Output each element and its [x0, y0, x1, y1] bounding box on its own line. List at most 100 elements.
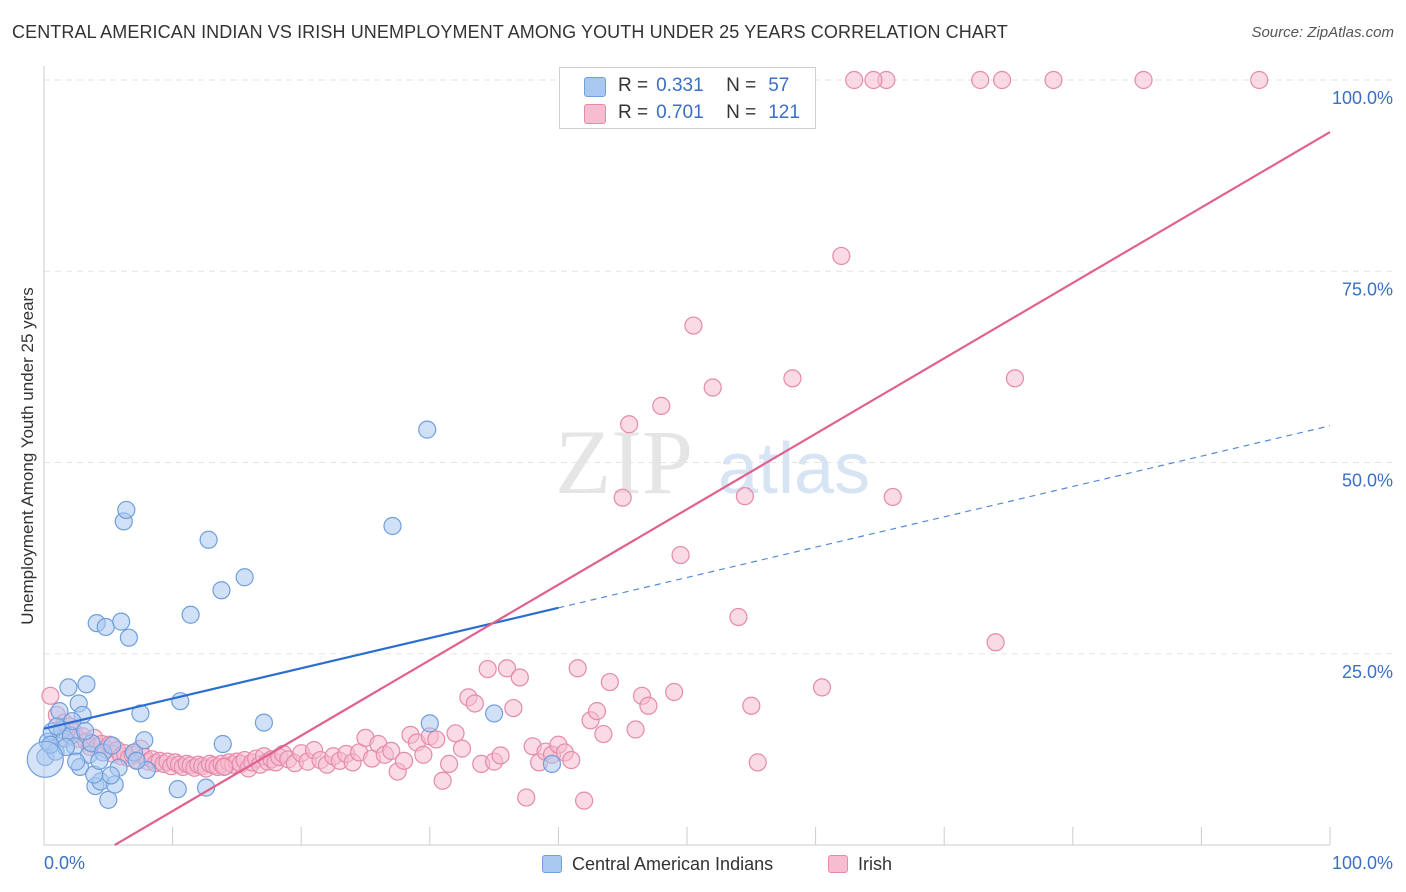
irish-point — [684, 316, 703, 335]
irish-point — [1250, 70, 1269, 90]
central-american-indian-point — [112, 612, 131, 631]
irish-point — [497, 659, 517, 678]
irish-point — [613, 488, 632, 507]
irish-point — [587, 702, 607, 721]
chart-title: CENTRAL AMERICAN INDIAN VS IRISH UNEMPLO… — [12, 22, 1008, 42]
legend-swatch-blue — [584, 77, 606, 97]
irish-point — [517, 788, 536, 807]
y-tick-label: 75.0% — [1342, 279, 1393, 299]
y-tick-label: 50.0% — [1342, 471, 1393, 491]
central-american-indian-point — [103, 736, 122, 755]
irish-point — [742, 696, 761, 715]
irish-point — [864, 70, 883, 90]
central-american-indian-point — [127, 751, 146, 770]
r-label: R = — [618, 75, 649, 96]
irish-point — [845, 70, 864, 90]
irish-point — [639, 696, 658, 715]
irish-point — [414, 745, 433, 764]
central-american-indian-point — [131, 704, 150, 723]
legend-label: Central American Indians — [572, 853, 774, 874]
central-american-indian-point — [213, 734, 232, 754]
legend-row-pink: R = 0.701 N = 121 — [584, 100, 800, 126]
irish-point — [465, 694, 484, 713]
trend-line-central-american-indians — [43, 606, 559, 730]
central-american-indian-point — [212, 581, 231, 600]
y-tick-label: 100.0% — [1332, 88, 1393, 108]
irish-point — [491, 746, 510, 765]
central-american-indian-point — [542, 754, 562, 774]
legend-swatch-blue — [542, 855, 562, 873]
chart-source: Source: ZipAtlas.com — [1251, 24, 1394, 41]
central-american-indian-point — [135, 731, 154, 750]
irish-point — [652, 396, 671, 415]
trend-lines — [43, 131, 1331, 846]
x-tick-label: 0.0% — [44, 853, 85, 873]
irish-point — [510, 668, 529, 687]
trend-line-extension-central-american-indians — [558, 425, 1331, 609]
r-value: 0.331 — [656, 75, 704, 96]
irish-point — [832, 246, 851, 266]
n-value: 57 — [768, 75, 790, 96]
x-tick-label: 100.0% — [1332, 853, 1393, 873]
central-american-indian-point — [96, 617, 115, 637]
irish-point — [41, 686, 60, 705]
central-american-indian-point — [168, 780, 187, 799]
central-american-indian-point — [99, 790, 118, 809]
irish-point — [382, 741, 401, 761]
central-american-indian-point — [254, 713, 274, 732]
irish-point — [671, 545, 690, 565]
irish-point — [1005, 369, 1025, 388]
r-label: R = — [618, 102, 649, 123]
central-american-indian-point — [235, 568, 254, 587]
central-american-indian-point — [199, 530, 218, 549]
legend-swatch-pink — [828, 855, 848, 873]
legend-row-blue: R = 0.331 N = 57 — [584, 73, 790, 99]
legend-label: Irish — [858, 853, 893, 874]
legend-central-american-indians: Central American Indians — [542, 852, 773, 876]
irish-point — [433, 771, 452, 790]
central-american-indian-point — [101, 766, 120, 785]
y-tick-label: 25.0% — [1342, 662, 1393, 682]
irish-point — [427, 730, 446, 749]
central-american-indian-point — [420, 714, 439, 733]
irish-point — [620, 415, 639, 434]
irish-point — [1044, 70, 1063, 90]
irish-point — [971, 70, 990, 90]
irish-point — [626, 720, 645, 739]
irish-point — [1134, 70, 1153, 90]
central-american-indian-point — [67, 752, 86, 771]
central-american-indian-point — [77, 675, 96, 694]
irish-point — [729, 607, 748, 627]
irish-point — [600, 672, 619, 692]
axes — [43, 66, 1331, 846]
central-american-indian-point — [117, 500, 136, 520]
tick-labels: 25.0% 50.0% 75.0% 100.0% 0.0% 100.0% — [44, 88, 1393, 873]
n-label: N = — [726, 75, 757, 96]
irish-point — [394, 751, 414, 770]
irish-point — [214, 757, 234, 777]
irish-point — [883, 487, 902, 507]
irish-point — [452, 739, 472, 758]
central-american-indian-point — [181, 605, 200, 624]
irish-point — [446, 724, 465, 743]
series-irish-points — [41, 70, 1269, 810]
trend-line-irish — [114, 131, 1331, 846]
central-american-indian-point — [418, 420, 437, 439]
irish-point — [748, 753, 767, 772]
irish-point — [703, 378, 722, 397]
central-american-indian-point — [59, 678, 78, 697]
central-american-indian-point — [76, 721, 95, 741]
irish-point — [783, 369, 802, 388]
irish-point — [812, 678, 832, 697]
n-value: 121 — [768, 102, 800, 123]
irish-point — [562, 750, 581, 770]
legend-swatch-pink — [584, 104, 606, 124]
central-american-indian-point — [119, 628, 138, 647]
irish-point — [735, 487, 754, 506]
irish-point — [439, 754, 459, 774]
irish-point — [568, 659, 587, 678]
central-american-indian-point — [485, 704, 504, 723]
irish-point — [665, 682, 684, 702]
central-american-indian-point-large — [26, 740, 64, 778]
central-american-indian-point — [383, 516, 402, 536]
